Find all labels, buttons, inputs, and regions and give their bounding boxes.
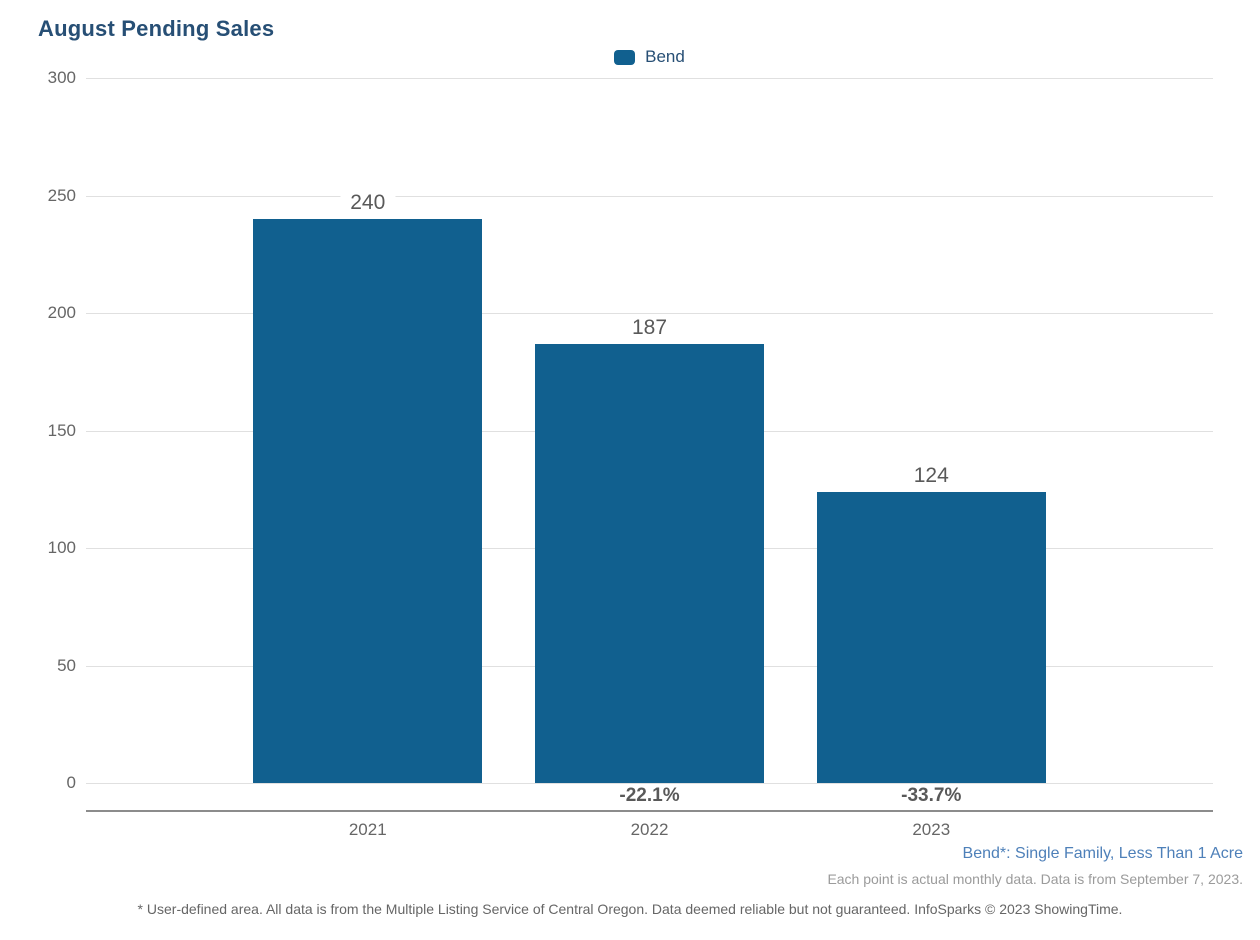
y-tick-label: 150 [47,420,76,440]
y-tick-label: 100 [47,538,76,557]
bar-value-label: 124 [903,462,959,489]
gridline [86,313,1213,314]
legend-label: Bend [645,47,685,66]
y-tick-label: 50 [57,655,76,675]
bar-change-label: -22.1% [619,785,680,806]
x-tick-label: 2022 [630,820,669,839]
bar-2022[interactable] [535,343,764,783]
gridline [86,195,1213,197]
legend-item-bend[interactable]: Bend [614,47,685,67]
chart-title: August Pending Sales [38,16,275,41]
y-tick-label: 250 [47,185,76,205]
series-definition-note: Bend*: Single Family, Less Than 1 Acre [962,845,1243,862]
disclaimer-note: * User-defined area. All data is from th… [137,901,1123,917]
bar-change-label: -33.7% [901,785,962,806]
legend-swatch-icon [614,49,636,65]
legend: Bend [86,46,1213,68]
bar-2021[interactable] [253,219,483,783]
gridline [86,783,1213,784]
x-axis-line [86,810,1213,812]
bar-value-label: 187 [621,314,678,341]
x-tick-label: 2021 [348,820,387,839]
y-tick-label: 0 [66,773,76,792]
data-note: Each point is actual monthly data. Data … [827,871,1243,887]
bar-value-label: 240 [340,190,396,216]
y-tick-label: 200 [47,303,76,322]
x-tick-label: 2023 [912,820,951,839]
y-tick-label: 300 [47,68,76,87]
bar-2023[interactable] [816,491,1046,783]
gridline [86,78,1213,79]
plot-area: 240 187 124 [86,78,1213,784]
